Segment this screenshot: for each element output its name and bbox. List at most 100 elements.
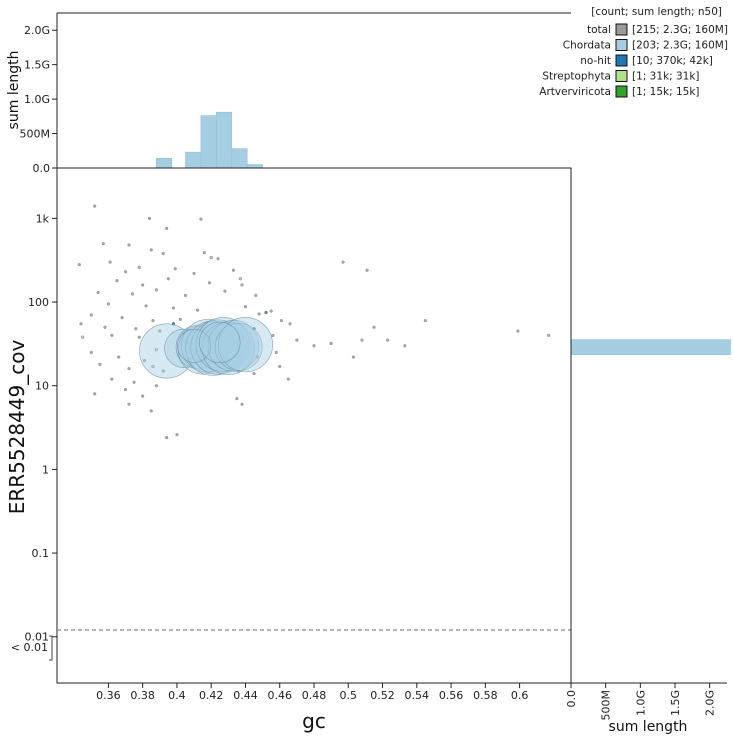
scatter-point bbox=[132, 380, 136, 384]
scatter-point bbox=[269, 309, 273, 313]
scatter-point bbox=[204, 337, 208, 341]
scatter-frame bbox=[56, 167, 572, 684]
scatter-bubble bbox=[190, 319, 246, 375]
top-hist-y-label: sum length bbox=[6, 51, 22, 130]
legend-swatch bbox=[615, 70, 628, 82]
top-hist-bar bbox=[231, 148, 248, 169]
scatter-point bbox=[257, 312, 261, 316]
scatter-point bbox=[79, 322, 83, 326]
top-hist-bar bbox=[216, 111, 233, 169]
x-tick-label: 0.6 bbox=[511, 689, 529, 702]
legend-label: no-hit bbox=[580, 55, 611, 67]
top-hist-y-tick-label: 500M bbox=[20, 128, 51, 141]
scatter-point bbox=[165, 226, 169, 230]
scatter-point bbox=[243, 305, 248, 309]
y-tick-label: 100 bbox=[28, 296, 49, 309]
scatter-bubble bbox=[217, 317, 273, 373]
right-hist-x-tick-label: 2.0G bbox=[704, 690, 717, 716]
y-tick-label: 0.01 bbox=[25, 631, 50, 644]
scatter-point bbox=[165, 435, 169, 440]
right-hist-x-tick-label: 1.0G bbox=[634, 690, 647, 716]
scatter-point bbox=[81, 335, 85, 339]
top-histogram: 0.0 500M 1.0G 1.5G 2.0G sum length bbox=[6, 12, 571, 175]
scatter-point bbox=[516, 329, 520, 333]
top-hist-y-tick-label: 1.0G bbox=[24, 93, 50, 106]
legend-stats: [203; 2.3G; 160M] bbox=[632, 40, 728, 52]
scatter-point bbox=[183, 293, 188, 298]
scatter-point bbox=[252, 371, 256, 376]
legend-swatch bbox=[615, 23, 628, 36]
legend-swatch bbox=[615, 39, 628, 51]
scatter-point bbox=[93, 392, 97, 396]
scatter-point bbox=[274, 350, 278, 355]
scatter-point bbox=[279, 319, 284, 323]
scatter-point bbox=[240, 402, 244, 406]
x-tick-label: 0.58 bbox=[473, 689, 498, 702]
top-hist-bar bbox=[246, 164, 263, 169]
scatter-point bbox=[98, 362, 102, 366]
scatter-point bbox=[386, 338, 390, 342]
scatter-point bbox=[360, 338, 364, 342]
scatter-point bbox=[77, 263, 81, 267]
x-axis-label: gc bbox=[302, 709, 326, 733]
scatter-point bbox=[202, 250, 206, 255]
y-tick-label: 1 bbox=[42, 463, 49, 476]
scatter-panel: 1k 100 10 1 0.1 0.01 0.36 0.38 0.4 0.42 0.44 0.46 0… bbox=[5, 167, 572, 733]
y-tick-label: 0.1 bbox=[32, 547, 50, 560]
top-hist-bar bbox=[156, 158, 173, 169]
scatter-point bbox=[173, 267, 177, 271]
scatter-point bbox=[137, 265, 141, 269]
y-tick-label: 1k bbox=[36, 212, 50, 225]
below-min-label: < 0.01 bbox=[11, 641, 48, 654]
scatter-point bbox=[93, 204, 97, 208]
scatter-point bbox=[137, 335, 141, 339]
scatter-point bbox=[223, 289, 227, 293]
scatter-point bbox=[329, 341, 333, 346]
scatter-point bbox=[351, 355, 356, 359]
scatter-point bbox=[149, 248, 153, 252]
scatter-point bbox=[142, 358, 146, 363]
scatter-point bbox=[175, 433, 179, 437]
scatter-point bbox=[147, 216, 152, 220]
scatter-point bbox=[207, 281, 212, 285]
scatter-point bbox=[141, 283, 145, 287]
x-tick-label: 0.38 bbox=[130, 689, 155, 702]
scatter-bubble bbox=[199, 321, 241, 364]
x-tick-label: 0.42 bbox=[199, 689, 224, 702]
scatter-point bbox=[106, 302, 110, 306]
scatter-point bbox=[231, 268, 236, 272]
scatter-point bbox=[271, 333, 275, 337]
scatter-bubble bbox=[139, 323, 195, 379]
scatter-point bbox=[216, 257, 220, 261]
scatter-point bbox=[130, 292, 134, 296]
scatter-point bbox=[178, 317, 182, 322]
top-hist-y-tick-label: 2.0G bbox=[24, 24, 50, 37]
legend-swatch bbox=[615, 85, 628, 98]
scatter-point bbox=[295, 338, 299, 342]
y-tick-label: 10 bbox=[35, 380, 49, 393]
x-tick-label: 0.48 bbox=[302, 689, 327, 702]
scatter-point bbox=[254, 293, 258, 298]
scatter-point bbox=[286, 377, 290, 381]
scatter-point bbox=[154, 288, 158, 292]
scatter-point bbox=[89, 350, 93, 355]
x-tick-label: 0.4 bbox=[168, 689, 186, 702]
right-histogram: 0.0 500M 1.0G 1.5G 2.0G sum length bbox=[565, 168, 731, 735]
scatter-point bbox=[372, 325, 376, 329]
scatter-point bbox=[235, 397, 239, 401]
scatter-point bbox=[166, 277, 170, 281]
x-tick-label: 0.54 bbox=[405, 689, 430, 702]
below-min-bracket bbox=[49, 635, 53, 661]
scatter-point bbox=[127, 402, 131, 406]
scatter-point bbox=[154, 384, 158, 388]
scatter-point bbox=[101, 241, 105, 246]
scatter-point bbox=[144, 304, 148, 308]
scatter-point bbox=[423, 319, 427, 323]
scatter-point bbox=[240, 283, 244, 287]
scatter-bubble bbox=[214, 323, 263, 371]
x-tick-label: 0.44 bbox=[233, 689, 258, 702]
legend-stats: [10; 370k; 42k] bbox=[632, 55, 713, 67]
legend-stats: [1; 15k; 15k] bbox=[632, 86, 700, 98]
legend: [count; sum length; n50] total [215; 2.3G… bbox=[539, 6, 728, 98]
scatter-point bbox=[209, 255, 213, 260]
